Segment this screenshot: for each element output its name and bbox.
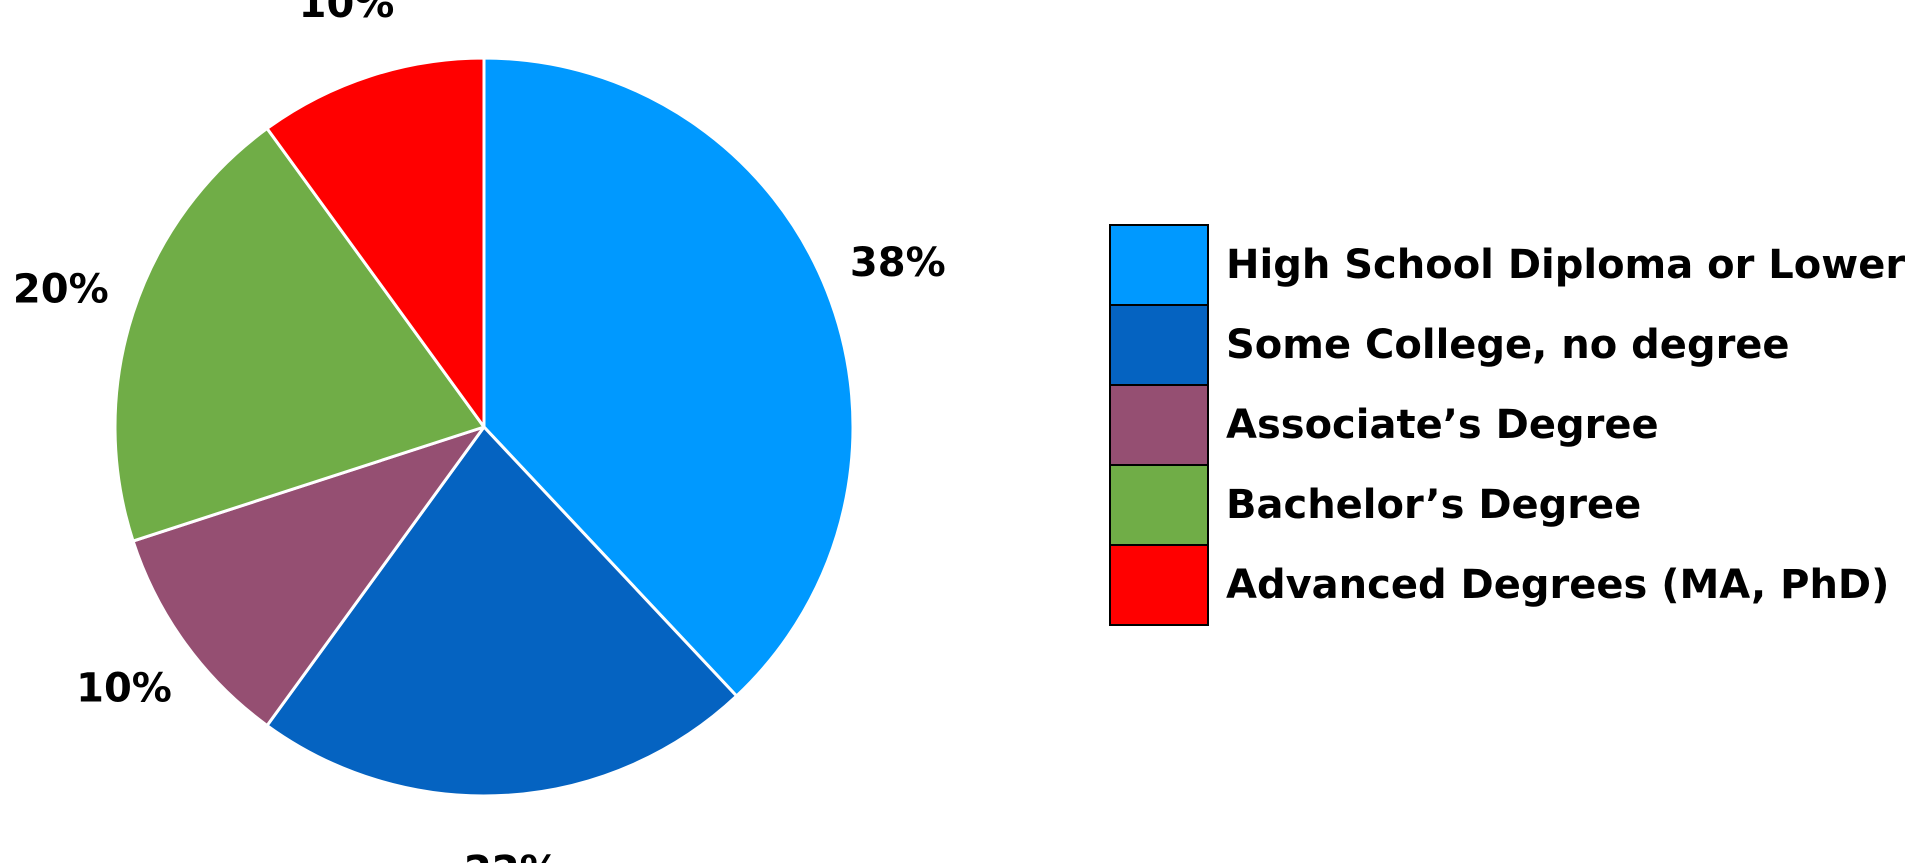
legend-label-some-college-no-degree: Some College, no degree [1226, 322, 1790, 368]
legend-label-bachelor-s-degree: Bachelor’s Degree [1226, 482, 1641, 528]
slice-label-high-school-diploma-or-lower: 38% [850, 240, 946, 286]
pie-slice-associate-s-degree [131, 425, 486, 728]
legend-label-associate-s-degree: Associate’s Degree [1226, 402, 1659, 448]
pie-slice-some-college-no-degree [265, 425, 739, 798]
legend-frame [1109, 224, 1209, 626]
legend-label-advanced-degrees-ma-phd: Advanced Degrees (MA, PhD) [1226, 562, 1889, 608]
slice-label-advanced-degrees-ma-phd: 10% [299, 0, 395, 27]
pie-slice-high-school-diploma-or-lower [482, 56, 855, 698]
slice-label-bachelor-s-degree: 20% [13, 267, 109, 313]
legend-swatch-advanced-degrees-ma-phd [1109, 544, 1209, 626]
pie-slices [113, 56, 855, 798]
legend: High School Diploma or Lower Some College… [1109, 224, 1905, 626]
legend-swatch-bachelor-s-degree [1109, 464, 1209, 546]
legend-swatch-high-school-diploma-or-lower [1109, 224, 1209, 306]
pie-slice-advanced-degrees-ma-phd [265, 56, 486, 429]
pie-slice-labels: 38% 22% 10% 20% 10% [13, 0, 946, 863]
pie-slice-bachelor-s-degree [113, 126, 486, 543]
legend-swatch-associate-s-degree [1109, 384, 1209, 466]
legend-swatch-some-college-no-degree [1109, 304, 1209, 386]
legend-label-high-school-diploma-or-lower: High School Diploma or Lower [1226, 242, 1905, 288]
slice-label-some-college-no-degree: 22% [464, 848, 560, 863]
slice-label-associate-s-degree: 10% [76, 666, 172, 712]
